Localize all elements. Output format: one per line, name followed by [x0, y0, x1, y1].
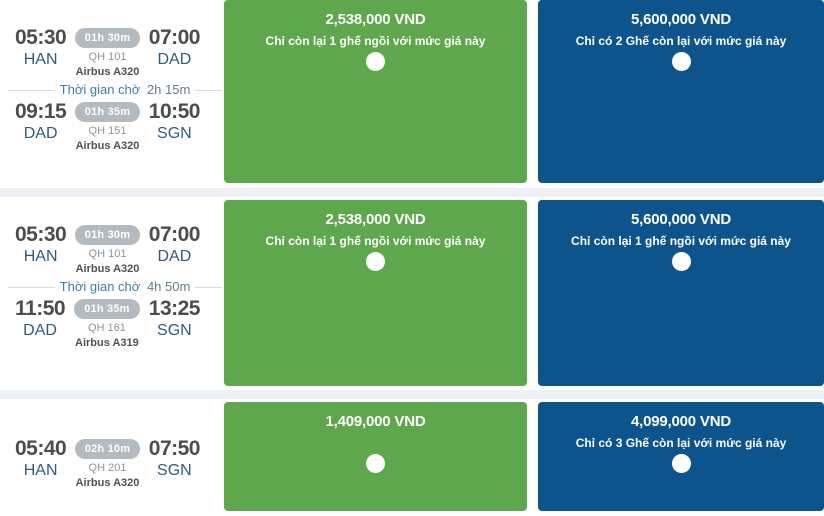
aircraft-name: Airbus A320: [75, 477, 140, 489]
layover-duration: 2h 15m: [146, 82, 191, 97]
departure-code: HAN: [23, 248, 58, 265]
aircraft-name: Airbus A319: [75, 337, 139, 349]
fare-price: 5,600,000 VND: [631, 211, 731, 228]
segment-details: 01h 30m QH 101 Airbus A320: [71, 225, 145, 275]
departure-time: 05:40: [15, 437, 67, 460]
fare-note: Chỉ còn lại 1 ghế ngồi với mức giá này: [265, 34, 486, 48]
radio-button-icon[interactable]: [366, 252, 385, 271]
flight-row: 05:40 HAN 02h 10m QH 201 Airbus A320 07:…: [0, 399, 824, 516]
arrival-info: 07:00 DAD: [148, 26, 201, 78]
departure-code: DAD: [23, 322, 57, 339]
arrival-code: SGN: [157, 462, 192, 479]
flight-itinerary: 05:30 HAN 01h 30m QH 101 Airbus A320 07:…: [0, 0, 224, 188]
duration-badge: 01h 35m: [74, 102, 141, 122]
fare-note: Chỉ còn lại 1 ghế ngồi với mức giá này: [571, 234, 791, 248]
arrival-info: 07:00 DAD: [148, 223, 201, 275]
arrival-code: SGN: [157, 322, 192, 339]
fare-card-business[interactable]: 4,099,000 VND Chỉ có 3 Ghế còn lại với m…: [538, 402, 824, 511]
fare-note: [224, 436, 527, 451]
departure-time: 05:30: [15, 26, 67, 49]
departure-time: 11:50: [15, 297, 66, 320]
layover-label: Thời gian chờ: [59, 82, 141, 97]
aircraft-name: Airbus A320: [75, 263, 140, 275]
departure-time: 09:15: [15, 100, 67, 123]
radio-button-icon[interactable]: [671, 454, 691, 473]
radio-button-icon[interactable]: [671, 52, 691, 71]
radio-button-icon[interactable]: [366, 52, 385, 71]
arrival-code: DAD: [157, 51, 192, 68]
departure-code: HAN: [23, 462, 58, 479]
fare-note: Chỉ có 2 Ghế còn lại với mức giá này: [575, 34, 787, 48]
flight-segment: 11:50 DAD 01h 35m QH 161 Airbus A319 13:…: [0, 297, 224, 349]
arrival-info: 07:50 SGN: [148, 437, 201, 489]
departure-info: 05:30 HAN: [15, 26, 67, 78]
flight-number: QH 201: [88, 462, 127, 474]
segment-details: 01h 35m QH 161 Airbus A319: [70, 299, 144, 349]
flight-number: QH 161: [87, 322, 126, 334]
arrival-info: 10:50 SGN: [148, 100, 201, 152]
fare-price: 4,099,000 VND: [631, 413, 731, 430]
fare-note: Chỉ có 3 Ghế còn lại với mức giá này: [575, 436, 787, 450]
fare-card-economy[interactable]: 1,409,000 VND: [224, 402, 527, 511]
fare-price: 2,538,000 VND: [325, 211, 426, 228]
departure-info: 05:40 HAN: [15, 437, 67, 489]
flight-segment: 05:30 HAN 01h 30m QH 101 Airbus A320 07:…: [0, 26, 224, 78]
flight-segment: 05:40 HAN 02h 10m QH 201 Airbus A320 07:…: [0, 437, 224, 489]
fare-card-business[interactable]: 5,600,000 VND Chỉ còn lại 1 ghế ngồi với…: [538, 200, 824, 386]
layover-info: Thời gian chờ 2h 15m: [0, 82, 224, 97]
radio-button-icon[interactable]: [671, 252, 691, 271]
flight-itinerary: 05:30 HAN 01h 30m QH 101 Airbus A320 07:…: [0, 197, 224, 390]
duration-badge: 01h 35m: [74, 299, 140, 319]
layover-info: Thời gian chờ 4h 50m: [0, 279, 224, 294]
fare-price: 1,409,000 VND: [325, 413, 426, 430]
duration-badge: 01h 30m: [74, 225, 141, 245]
aircraft-name: Airbus A320: [75, 140, 140, 152]
arrival-time: 07:50: [148, 437, 201, 460]
flight-number: QH 101: [88, 51, 127, 63]
layover-duration: 4h 50m: [146, 279, 191, 294]
segment-details: 01h 30m QH 101 Airbus A320: [71, 28, 145, 78]
arrival-time: 10:50: [148, 100, 201, 123]
fare-card-business[interactable]: 5,600,000 VND Chỉ có 2 Ghế còn lại với m…: [538, 0, 824, 183]
departure-time: 05:30: [15, 223, 67, 246]
departure-info: 11:50 DAD: [15, 297, 66, 349]
arrival-code: SGN: [157, 125, 192, 142]
departure-code: DAD: [23, 125, 58, 142]
segment-details: 02h 10m QH 201 Airbus A320: [71, 439, 145, 489]
departure-info: 09:15 DAD: [15, 100, 67, 152]
flight-row: 05:30 HAN 01h 30m QH 101 Airbus A320 07:…: [0, 0, 824, 188]
flight-row: 05:30 HAN 01h 30m QH 101 Airbus A320 07:…: [0, 197, 824, 390]
departure-info: 05:30 HAN: [15, 223, 67, 275]
departure-code: HAN: [23, 51, 58, 68]
segment-details: 01h 35m QH 151 Airbus A320: [71, 102, 145, 152]
flight-number: QH 151: [88, 125, 127, 137]
arrival-code: DAD: [157, 248, 192, 265]
flight-segment: 05:30 HAN 01h 30m QH 101 Airbus A320 07:…: [0, 223, 224, 275]
layover-label: Thời gian chờ: [59, 279, 141, 294]
duration-badge: 02h 10m: [74, 439, 141, 459]
fare-price: 2,538,000 VND: [325, 11, 426, 28]
flight-number: QH 101: [88, 248, 127, 260]
arrival-info: 13:25 SGN: [148, 297, 201, 349]
fare-card-economy[interactable]: 2,538,000 VND Chỉ còn lại 1 ghế ngồi với…: [224, 0, 527, 183]
radio-button-icon[interactable]: [366, 454, 385, 473]
flight-itinerary: 05:40 HAN 02h 10m QH 201 Airbus A320 07:…: [0, 399, 224, 516]
aircraft-name: Airbus A320: [75, 66, 140, 78]
flight-segment: 09:15 DAD 01h 35m QH 151 Airbus A320 10:…: [0, 100, 224, 152]
arrival-time: 07:00: [148, 223, 201, 246]
arrival-time: 07:00: [148, 26, 201, 49]
fare-card-economy[interactable]: 2,538,000 VND Chỉ còn lại 1 ghế ngồi với…: [224, 200, 527, 386]
fare-price: 5,600,000 VND: [631, 11, 731, 28]
duration-badge: 01h 30m: [74, 28, 141, 48]
arrival-time: 13:25: [148, 297, 201, 320]
fare-note: Chỉ còn lại 1 ghế ngồi với mức giá này: [265, 234, 486, 248]
